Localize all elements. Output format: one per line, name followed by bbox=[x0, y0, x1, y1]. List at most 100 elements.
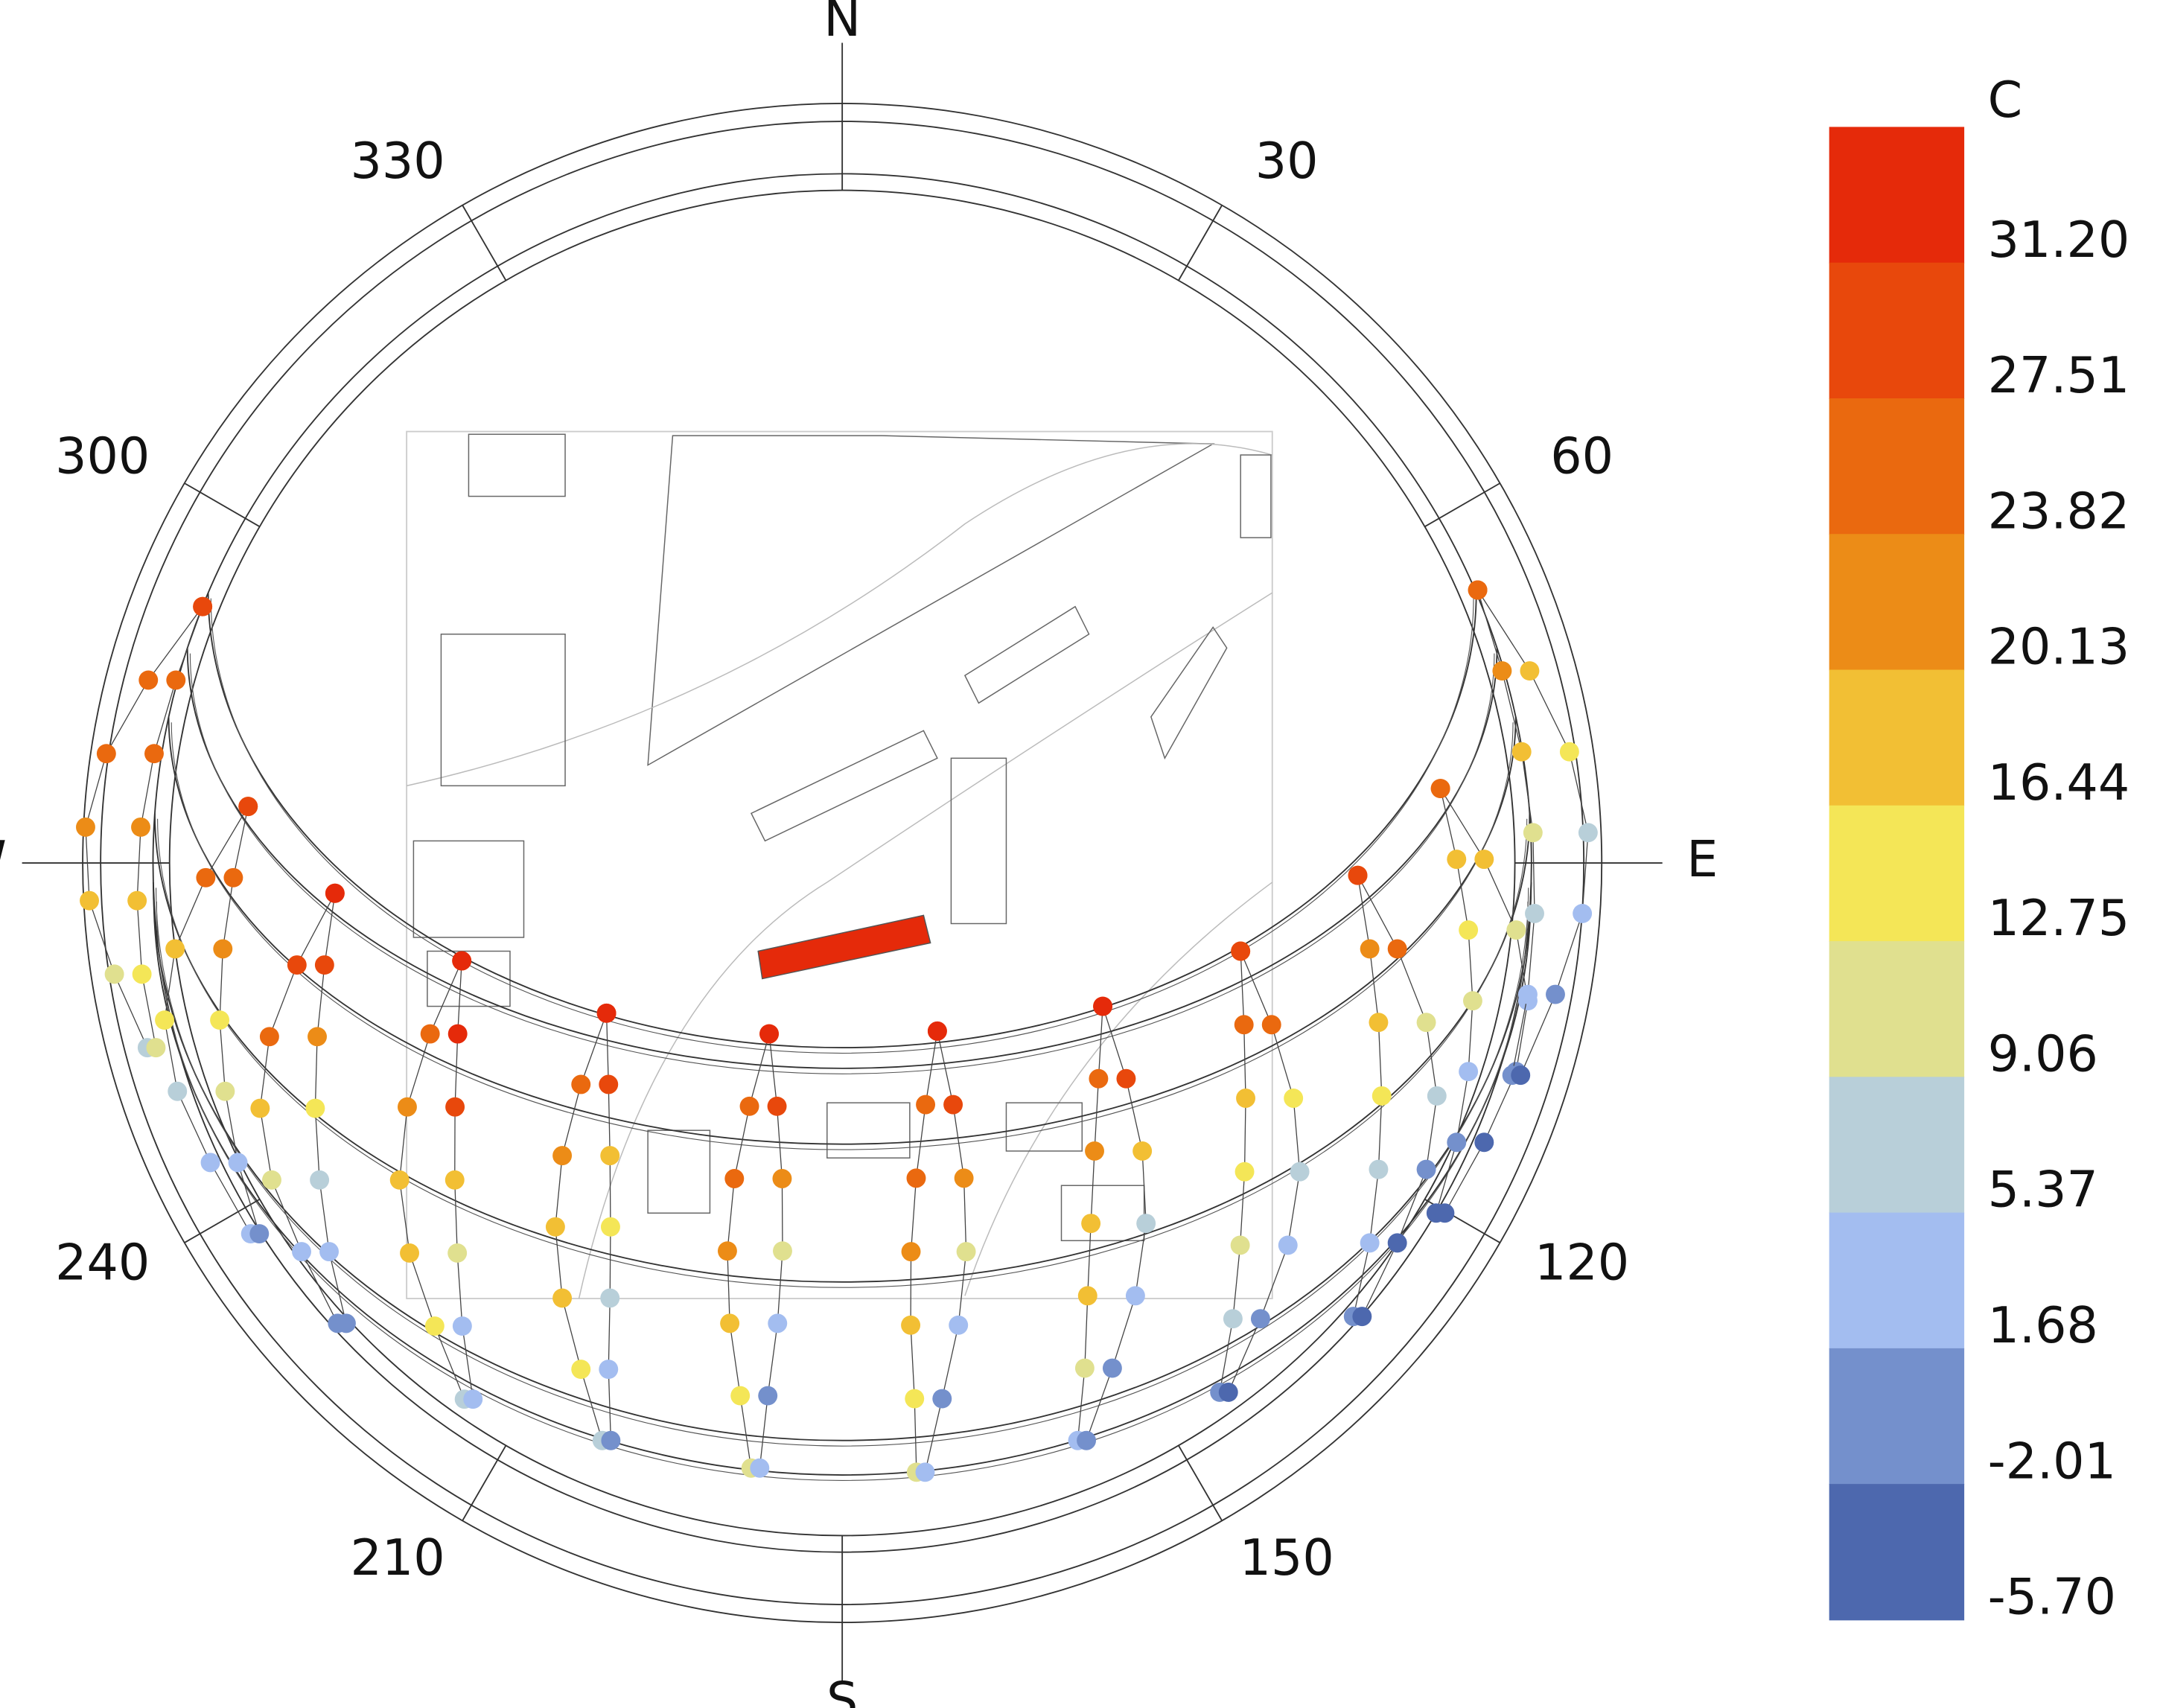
azimuth-label: 330 bbox=[351, 132, 445, 190]
sun-position bbox=[165, 939, 185, 959]
sun-position bbox=[932, 1389, 952, 1409]
sun-position bbox=[76, 817, 95, 837]
sun-position bbox=[1278, 1235, 1298, 1255]
sun-position bbox=[1387, 939, 1407, 959]
sun-position bbox=[1578, 823, 1598, 843]
sun-position bbox=[1352, 1307, 1372, 1327]
legend-swatch bbox=[1829, 1348, 1965, 1485]
sun-position bbox=[319, 1242, 339, 1262]
sun-position bbox=[1360, 939, 1380, 959]
sun-position bbox=[305, 1098, 325, 1118]
sun-position bbox=[730, 1386, 751, 1406]
sun-position bbox=[1081, 1214, 1101, 1234]
azimuth-label: 240 bbox=[55, 1234, 150, 1292]
compass-label: S bbox=[826, 1671, 858, 1708]
azimuth-tick bbox=[1178, 1444, 1223, 1521]
sun-position bbox=[1250, 1309, 1270, 1329]
sun-position bbox=[1492, 661, 1512, 681]
sun-position bbox=[336, 1313, 356, 1333]
legend-swatch bbox=[1829, 1212, 1965, 1349]
compass-label: E bbox=[1686, 830, 1718, 888]
site-map bbox=[406, 430, 1273, 1299]
sun-position bbox=[724, 1169, 745, 1188]
sun-position bbox=[213, 939, 233, 959]
azimuth-tick bbox=[184, 482, 261, 528]
sun-position bbox=[400, 1243, 420, 1263]
azimuth-tick bbox=[1424, 482, 1501, 528]
sun-position bbox=[146, 1038, 166, 1058]
sun-position bbox=[772, 1169, 792, 1188]
sun-position bbox=[1074, 1358, 1095, 1378]
sun-position bbox=[1511, 742, 1532, 762]
sun-position bbox=[758, 1386, 778, 1406]
sun-position bbox=[420, 1024, 440, 1044]
sun-position bbox=[308, 1027, 327, 1047]
sun-position bbox=[750, 1458, 770, 1478]
sun-position bbox=[1089, 1068, 1109, 1089]
azimuth-label: 210 bbox=[351, 1529, 445, 1587]
sun-position bbox=[916, 1094, 936, 1115]
sun-position bbox=[1261, 1015, 1281, 1035]
legend-swatch bbox=[1829, 398, 1965, 535]
sun-position bbox=[1459, 1062, 1479, 1082]
sun-position bbox=[599, 1360, 619, 1380]
sun-position bbox=[292, 1242, 311, 1262]
sun-position bbox=[768, 1313, 788, 1333]
sun-position bbox=[1468, 580, 1488, 600]
sun-position bbox=[905, 1389, 925, 1409]
azimuth-tick bbox=[1178, 205, 1223, 281]
sun-position bbox=[720, 1313, 740, 1333]
sun-position bbox=[325, 883, 345, 903]
sun-position bbox=[1369, 1013, 1389, 1033]
sun-position bbox=[200, 1153, 220, 1173]
sun-position bbox=[1518, 984, 1538, 1004]
sun-position bbox=[1231, 941, 1251, 961]
azimuth-tick bbox=[462, 1444, 507, 1521]
sun-position bbox=[138, 670, 159, 690]
sun-position bbox=[80, 890, 99, 911]
sun-position bbox=[445, 1097, 465, 1117]
sun-position bbox=[1462, 991, 1482, 1011]
legend-label: 23.82 bbox=[1988, 482, 2130, 540]
sun-position bbox=[310, 1170, 330, 1190]
sun-position bbox=[445, 1170, 465, 1190]
sun-position bbox=[397, 1097, 417, 1117]
sun-position bbox=[599, 1074, 619, 1094]
legend-swatch bbox=[1829, 1484, 1965, 1621]
sun-position bbox=[1085, 1141, 1104, 1161]
sun-position bbox=[1125, 1286, 1145, 1306]
sun-position bbox=[1116, 1068, 1136, 1089]
sun-position bbox=[452, 951, 472, 971]
sun-position bbox=[600, 1288, 620, 1308]
sun-position bbox=[1218, 1382, 1238, 1402]
sun-position bbox=[104, 964, 124, 984]
sun-position bbox=[463, 1389, 483, 1409]
legend-label: 5.37 bbox=[1988, 1161, 2098, 1219]
sun-position bbox=[144, 744, 164, 764]
sun-position bbox=[1077, 1286, 1097, 1306]
sun-position bbox=[447, 1243, 468, 1263]
azimuth-label: 120 bbox=[1535, 1234, 1629, 1292]
sun-position bbox=[96, 744, 116, 764]
azimuth-label: 300 bbox=[55, 427, 150, 485]
sun-position bbox=[571, 1360, 591, 1380]
sun-position bbox=[1506, 920, 1526, 940]
sun-position bbox=[166, 670, 186, 690]
legend-label: -5.70 bbox=[1988, 1568, 2116, 1626]
legend-swatch bbox=[1829, 1077, 1965, 1214]
legend-label: 27.51 bbox=[1988, 346, 2130, 404]
legend-label: 16.44 bbox=[1988, 753, 2130, 812]
sun-position bbox=[773, 1241, 792, 1261]
legend-swatch bbox=[1829, 534, 1965, 671]
sun-position bbox=[262, 1170, 281, 1190]
sun-position bbox=[767, 1096, 787, 1116]
sun-position bbox=[1371, 1086, 1392, 1106]
azimuth-label: 150 bbox=[1240, 1529, 1334, 1587]
azimuth-label: 30 bbox=[1255, 132, 1319, 190]
sun-position bbox=[1132, 1141, 1153, 1161]
sun-position bbox=[249, 1224, 270, 1243]
sun-position bbox=[1234, 1015, 1254, 1035]
sun-position bbox=[552, 1288, 573, 1308]
sun-position bbox=[545, 1217, 565, 1237]
